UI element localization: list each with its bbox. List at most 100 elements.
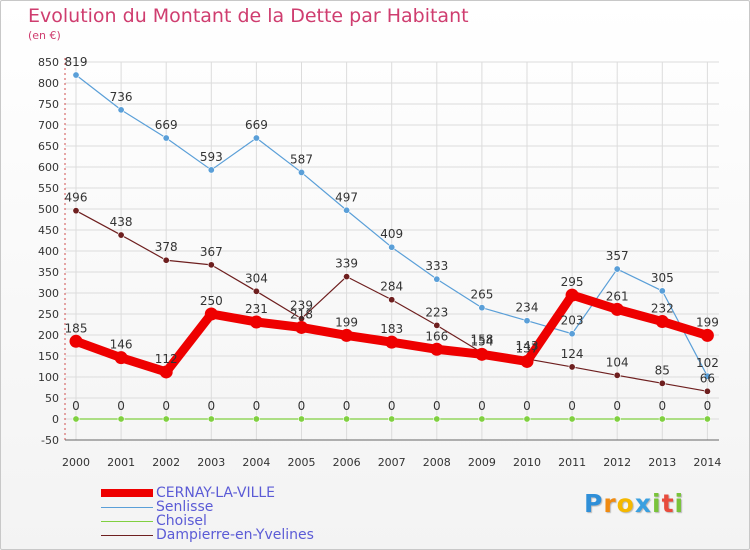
x-tick-label: 2010 [513,456,541,469]
data-point [523,317,531,325]
data-labels-group: 819 736 669 593 669 587 497 409 333 265 234 203 357 3… [65,55,719,413]
logo-letter: r [603,489,617,518]
x-tick-label: 2013 [648,456,676,469]
legend-label-senlisse: Senlisse [156,499,214,515]
x-tick-label: 2006 [333,456,361,469]
data-point [204,307,218,321]
y-tick-label: 100 [38,371,59,384]
legend-swatch-dampierre [101,535,153,536]
x-tick-label: 2012 [603,456,631,469]
data-label: 0 [162,399,170,413]
data-label: 265 [470,288,493,302]
data-label: 158 [470,333,493,347]
y-tick-label: 200 [38,329,59,342]
data-label: 104 [606,355,629,369]
data-point [478,415,486,423]
legend-label-dampierre: Dampierre-en-Yvelines [156,527,314,543]
logo-letter: x [634,489,652,518]
data-label: 304 [245,271,268,285]
axes: -50 0 50 100 150 200 250 300 350 400 450 500 550 600 6… [38,56,721,469]
data-label: 295 [561,275,584,289]
data-label: 0 [568,399,576,413]
data-point [520,354,534,368]
data-label: 112 [155,352,178,366]
x-tick-label: 2001 [107,456,135,469]
data-label: 339 [335,257,358,271]
y-tick-label: 500 [38,203,59,216]
data-point [162,134,170,142]
data-label: 0 [478,399,486,413]
data-point [388,415,396,423]
data-label: 0 [117,399,125,413]
data-point [385,335,399,349]
data-point [162,415,170,423]
data-point [252,415,260,423]
data-label: 357 [606,249,629,263]
data-point [340,328,354,342]
data-point [613,265,621,273]
data-label: 137 [516,341,539,355]
y-tick-label: 150 [38,350,59,363]
y-tick-label: 300 [38,287,59,300]
data-point [433,321,441,329]
data-point [297,415,305,423]
series-group [69,71,714,423]
data-point [523,415,531,423]
data-label: 438 [110,215,133,229]
logo-letter: P [584,489,604,518]
data-point [658,287,666,295]
x-tick-label: 2003 [197,456,225,469]
legend-label-cernay: CERNAY-LA-VILLE [156,485,276,501]
legend-label-choisel: Choisel [156,513,207,529]
data-point [568,415,576,423]
data-label: 234 [516,301,539,315]
data-label: 0 [72,399,80,413]
data-label: 102 [696,356,719,370]
data-label: 166 [425,329,448,343]
data-point [159,365,173,379]
data-point [388,296,396,304]
data-label: 0 [207,399,215,413]
data-label: 183 [380,322,403,336]
y-tick-label: 350 [38,266,59,279]
data-label: 736 [110,90,133,104]
data-label: 261 [606,289,629,303]
data-point [700,328,714,342]
data-label: 0 [523,399,531,413]
y-tick-label: 50 [45,392,59,405]
data-label: 587 [290,152,313,166]
y-tick-label: 800 [38,77,59,90]
data-label: 199 [335,315,358,329]
data-point [703,415,711,423]
data-point [568,330,576,338]
y-tick-label: 400 [38,245,59,258]
data-label: 203 [561,314,584,328]
y-tick-label: 600 [38,161,59,174]
data-label: 496 [65,191,88,205]
data-point [565,288,579,302]
data-point [478,304,486,312]
y-tick-label: 650 [38,140,59,153]
data-point [162,256,170,264]
y-tick-label: 750 [38,98,59,111]
data-label: 185 [65,321,88,335]
data-label: 0 [613,399,621,413]
y-tick-label: 250 [38,308,59,321]
data-label: 250 [200,294,223,308]
data-point [114,351,128,365]
data-point [655,315,669,329]
y-tick-label: -50 [41,434,59,447]
x-tick-label: 2011 [558,456,586,469]
data-point [343,415,351,423]
data-point [568,363,576,371]
data-point [343,273,351,281]
data-point [610,302,624,316]
data-label: 669 [155,118,178,132]
data-label: 124 [561,347,584,361]
data-label: 333 [425,259,448,273]
data-point [433,415,441,423]
data-point [658,379,666,387]
data-label: 819 [65,55,88,69]
